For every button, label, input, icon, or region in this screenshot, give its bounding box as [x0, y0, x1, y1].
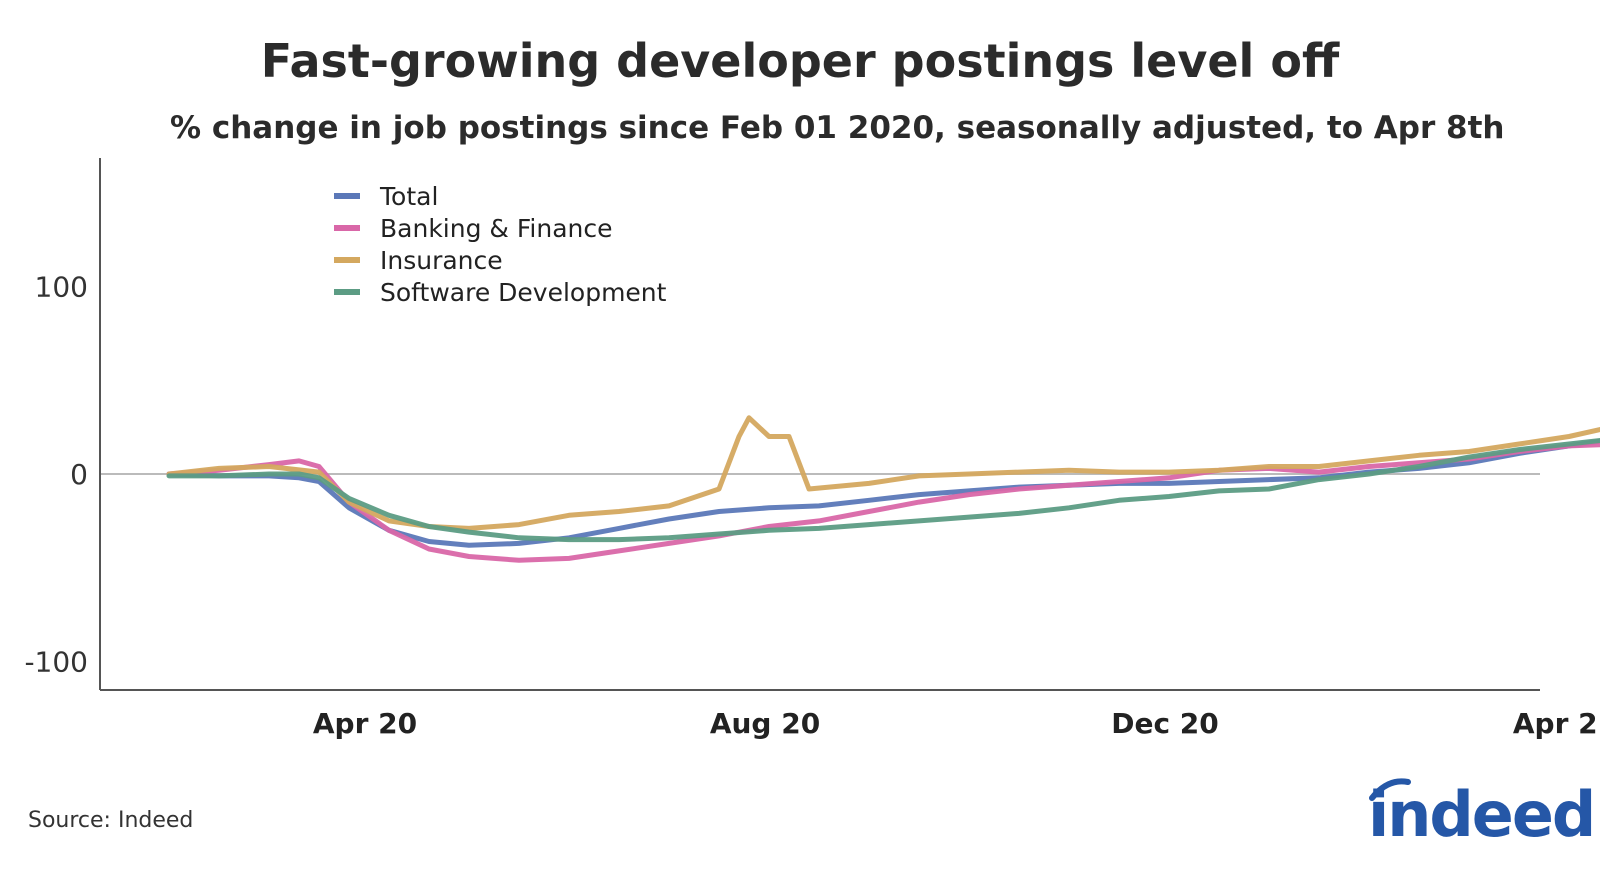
- logo-swoosh-icon: [1369, 778, 1411, 801]
- x-tick-label: Dec 20: [1111, 707, 1219, 740]
- series-line-software-development: [166, 438, 1600, 543]
- chart-title: Fast-growing developer postings level of…: [260, 34, 1340, 88]
- legend-label: Banking & Finance: [380, 214, 612, 243]
- series-line-insurance: [166, 415, 1600, 531]
- y-tick-label: 100: [35, 271, 88, 304]
- chart-subtitle: % change in job postings since Feb 01 20…: [170, 110, 1505, 146]
- x-tick-label: Aug 20: [710, 707, 820, 740]
- series-line-total: [166, 438, 1600, 548]
- y-tick-label: -100: [24, 646, 88, 679]
- legend: Total Banking & Finance Insurance Software …: [334, 182, 667, 307]
- legend-label: Software Development: [380, 278, 667, 307]
- logo-wordmark: indeed: [1368, 778, 1596, 851]
- legend-label: Total: [379, 182, 438, 211]
- x-tick-label: Apr 20: [313, 707, 417, 740]
- x-tick-label: Apr 21: [1513, 707, 1600, 740]
- indeed-logo: indeed: [1368, 768, 1596, 868]
- legend-label: Insurance: [380, 246, 503, 275]
- y-tick-label: 0: [70, 458, 88, 491]
- source-note: Source: Indeed: [28, 808, 194, 833]
